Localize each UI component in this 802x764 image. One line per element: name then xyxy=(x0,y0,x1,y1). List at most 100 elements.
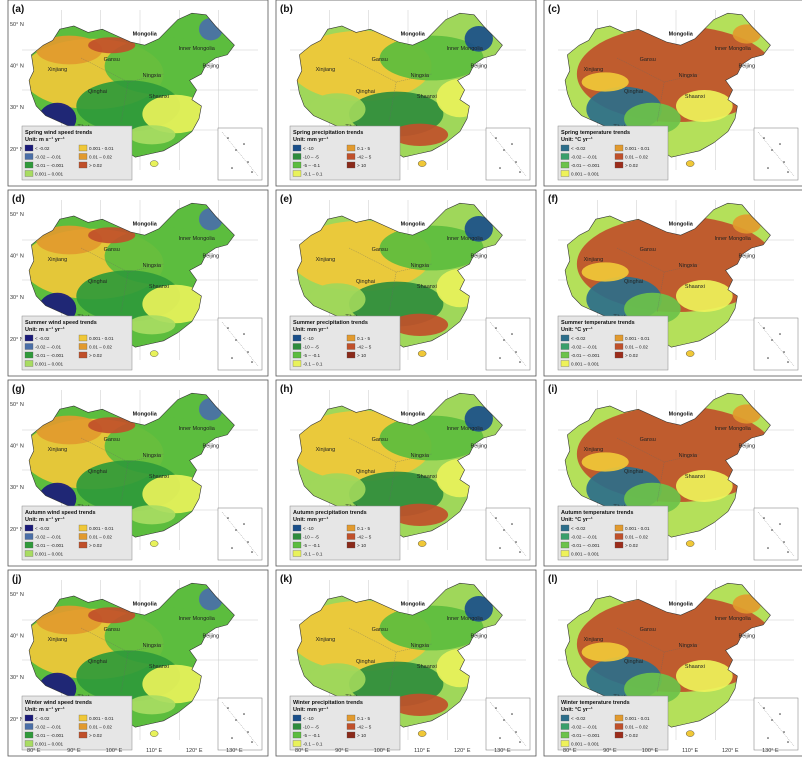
inset-island xyxy=(511,713,513,715)
legend-item-label: 0.1 - 5 xyxy=(357,336,370,341)
region-label: Qinghai xyxy=(624,89,643,95)
region-label: Beijing xyxy=(203,634,220,640)
legend-item-label: 0.001 - 0.01 xyxy=(625,146,650,151)
hainan-island xyxy=(149,540,159,547)
legend-item-label: > 0.02 xyxy=(625,163,638,168)
legend-unit: Unit: mm yr⁻¹ xyxy=(293,136,328,143)
legend-swatch xyxy=(24,161,34,169)
legend-swatch xyxy=(614,524,624,532)
trend-region xyxy=(581,642,629,662)
legend-item-label: < -0.02 xyxy=(35,716,50,721)
region-label: Shaanxi xyxy=(685,664,705,670)
trend-region xyxy=(464,216,493,242)
lon-tick-label: 80° E xyxy=(295,748,309,754)
region-label: Beijing xyxy=(471,634,488,640)
lat-tick-label: 50° N xyxy=(10,592,24,598)
lon-tick-label: 90° E xyxy=(335,748,349,754)
region-label: Inner Mongolia xyxy=(446,46,483,52)
trend-field xyxy=(29,203,235,348)
region-label: Shaanxi xyxy=(149,474,169,480)
region-label: Ningxia xyxy=(411,643,430,649)
legend-swatch xyxy=(292,334,302,342)
panel-letter: (j) xyxy=(12,574,21,585)
legend-swatch xyxy=(78,153,88,160)
legend-swatch xyxy=(292,731,302,739)
lat-tick-label: 30° N xyxy=(10,295,24,301)
inset-island xyxy=(247,731,249,733)
legend-item-label: 0.001 - 0.01 xyxy=(625,336,650,341)
panel-letter: (h) xyxy=(280,384,293,395)
province-boundary xyxy=(80,247,164,313)
panel-letter: (a) xyxy=(12,4,24,15)
region-label: Gansu xyxy=(372,247,388,253)
legend-item-label: 0.001 – 0.001 xyxy=(35,172,64,177)
legend-item-label: -5 – -0.1 xyxy=(303,733,321,738)
legend-item-label: -0.02 – -0.01 xyxy=(571,345,597,350)
legend-swatch xyxy=(24,351,34,359)
legend-item-label: < -10 xyxy=(303,716,314,721)
legend-swatch xyxy=(346,541,356,549)
lon-tick-label: 110° E xyxy=(682,748,698,754)
region-label: Shaanxi xyxy=(685,474,705,480)
legend-swatch xyxy=(560,550,570,557)
region-label: Mongolia xyxy=(669,602,694,608)
province-boundary xyxy=(348,627,432,693)
region-label: Mongolia xyxy=(401,412,426,418)
inset-boundary xyxy=(757,131,795,177)
hainan-island xyxy=(685,730,695,737)
region-label: Shaanxi xyxy=(149,284,169,290)
trend-region xyxy=(391,123,449,146)
trend-region xyxy=(379,35,484,81)
legend-swatch xyxy=(614,731,624,739)
legend-swatch xyxy=(614,541,624,549)
trend-region xyxy=(88,227,136,244)
trend-region xyxy=(379,605,484,651)
region-label: Gansu xyxy=(640,437,656,443)
lat-tick-label: 30° N xyxy=(10,675,24,681)
trend-region xyxy=(676,90,733,122)
inset-island xyxy=(499,547,501,549)
legend-item-label: 0.001 - 0.01 xyxy=(89,526,114,531)
map-panel: Mongolia Inner Mongolia Xinjiang Gansu Ningx… xyxy=(275,379,537,567)
inset-island xyxy=(495,707,497,709)
region-label: Ningxia xyxy=(679,453,698,459)
inset-island xyxy=(235,149,237,151)
trend-region xyxy=(142,664,209,704)
region-label: Xinjiang xyxy=(584,67,604,73)
inset-island xyxy=(787,171,789,173)
inset-island xyxy=(511,143,513,145)
province-boundary xyxy=(80,627,164,693)
panel-letter: (f) xyxy=(548,194,558,205)
inset-island xyxy=(247,161,249,163)
trend-region xyxy=(581,262,629,282)
region-label: Beijing xyxy=(739,444,756,450)
region-label: Inner Mongolia xyxy=(178,46,215,52)
inset-island xyxy=(783,351,785,353)
legend-item-label: -0.1 – 0.1 xyxy=(303,742,323,747)
legend-item-label: -0.01 – -0.001 xyxy=(35,353,64,358)
region-label: Inner Mongolia xyxy=(178,236,215,242)
legend-item-label: < -10 xyxy=(303,526,314,531)
inset-island xyxy=(771,149,773,151)
region-label: Mongolia xyxy=(133,602,158,608)
legend-item-label: -42 – 5 xyxy=(357,345,372,350)
inset-island xyxy=(503,339,505,341)
region-label: Inner Mongolia xyxy=(446,426,483,432)
lat-tick-label: 20° N xyxy=(10,337,24,343)
inset-boundary xyxy=(489,131,527,177)
inset-island xyxy=(519,361,521,363)
legend-item-label: < -0.02 xyxy=(571,526,586,531)
province-boundary xyxy=(348,437,432,503)
legend-swatch xyxy=(292,144,302,152)
trend-region xyxy=(308,283,366,316)
map-panel: Mongolia Inner Mongolia Xinjiang Gansu Ningx… xyxy=(275,569,537,757)
legend-item-label: > 0.02 xyxy=(89,163,102,168)
inset-island xyxy=(495,327,497,329)
south-china-sea-inset xyxy=(485,507,531,561)
region-label: Xinjiang xyxy=(316,67,336,73)
legend-item-label: 0.001 - 0.01 xyxy=(625,526,650,531)
inset-island xyxy=(771,719,773,721)
legend-swatch xyxy=(346,334,356,342)
lon-tick-label: 100° E xyxy=(106,748,123,754)
legend-swatch xyxy=(346,723,356,730)
